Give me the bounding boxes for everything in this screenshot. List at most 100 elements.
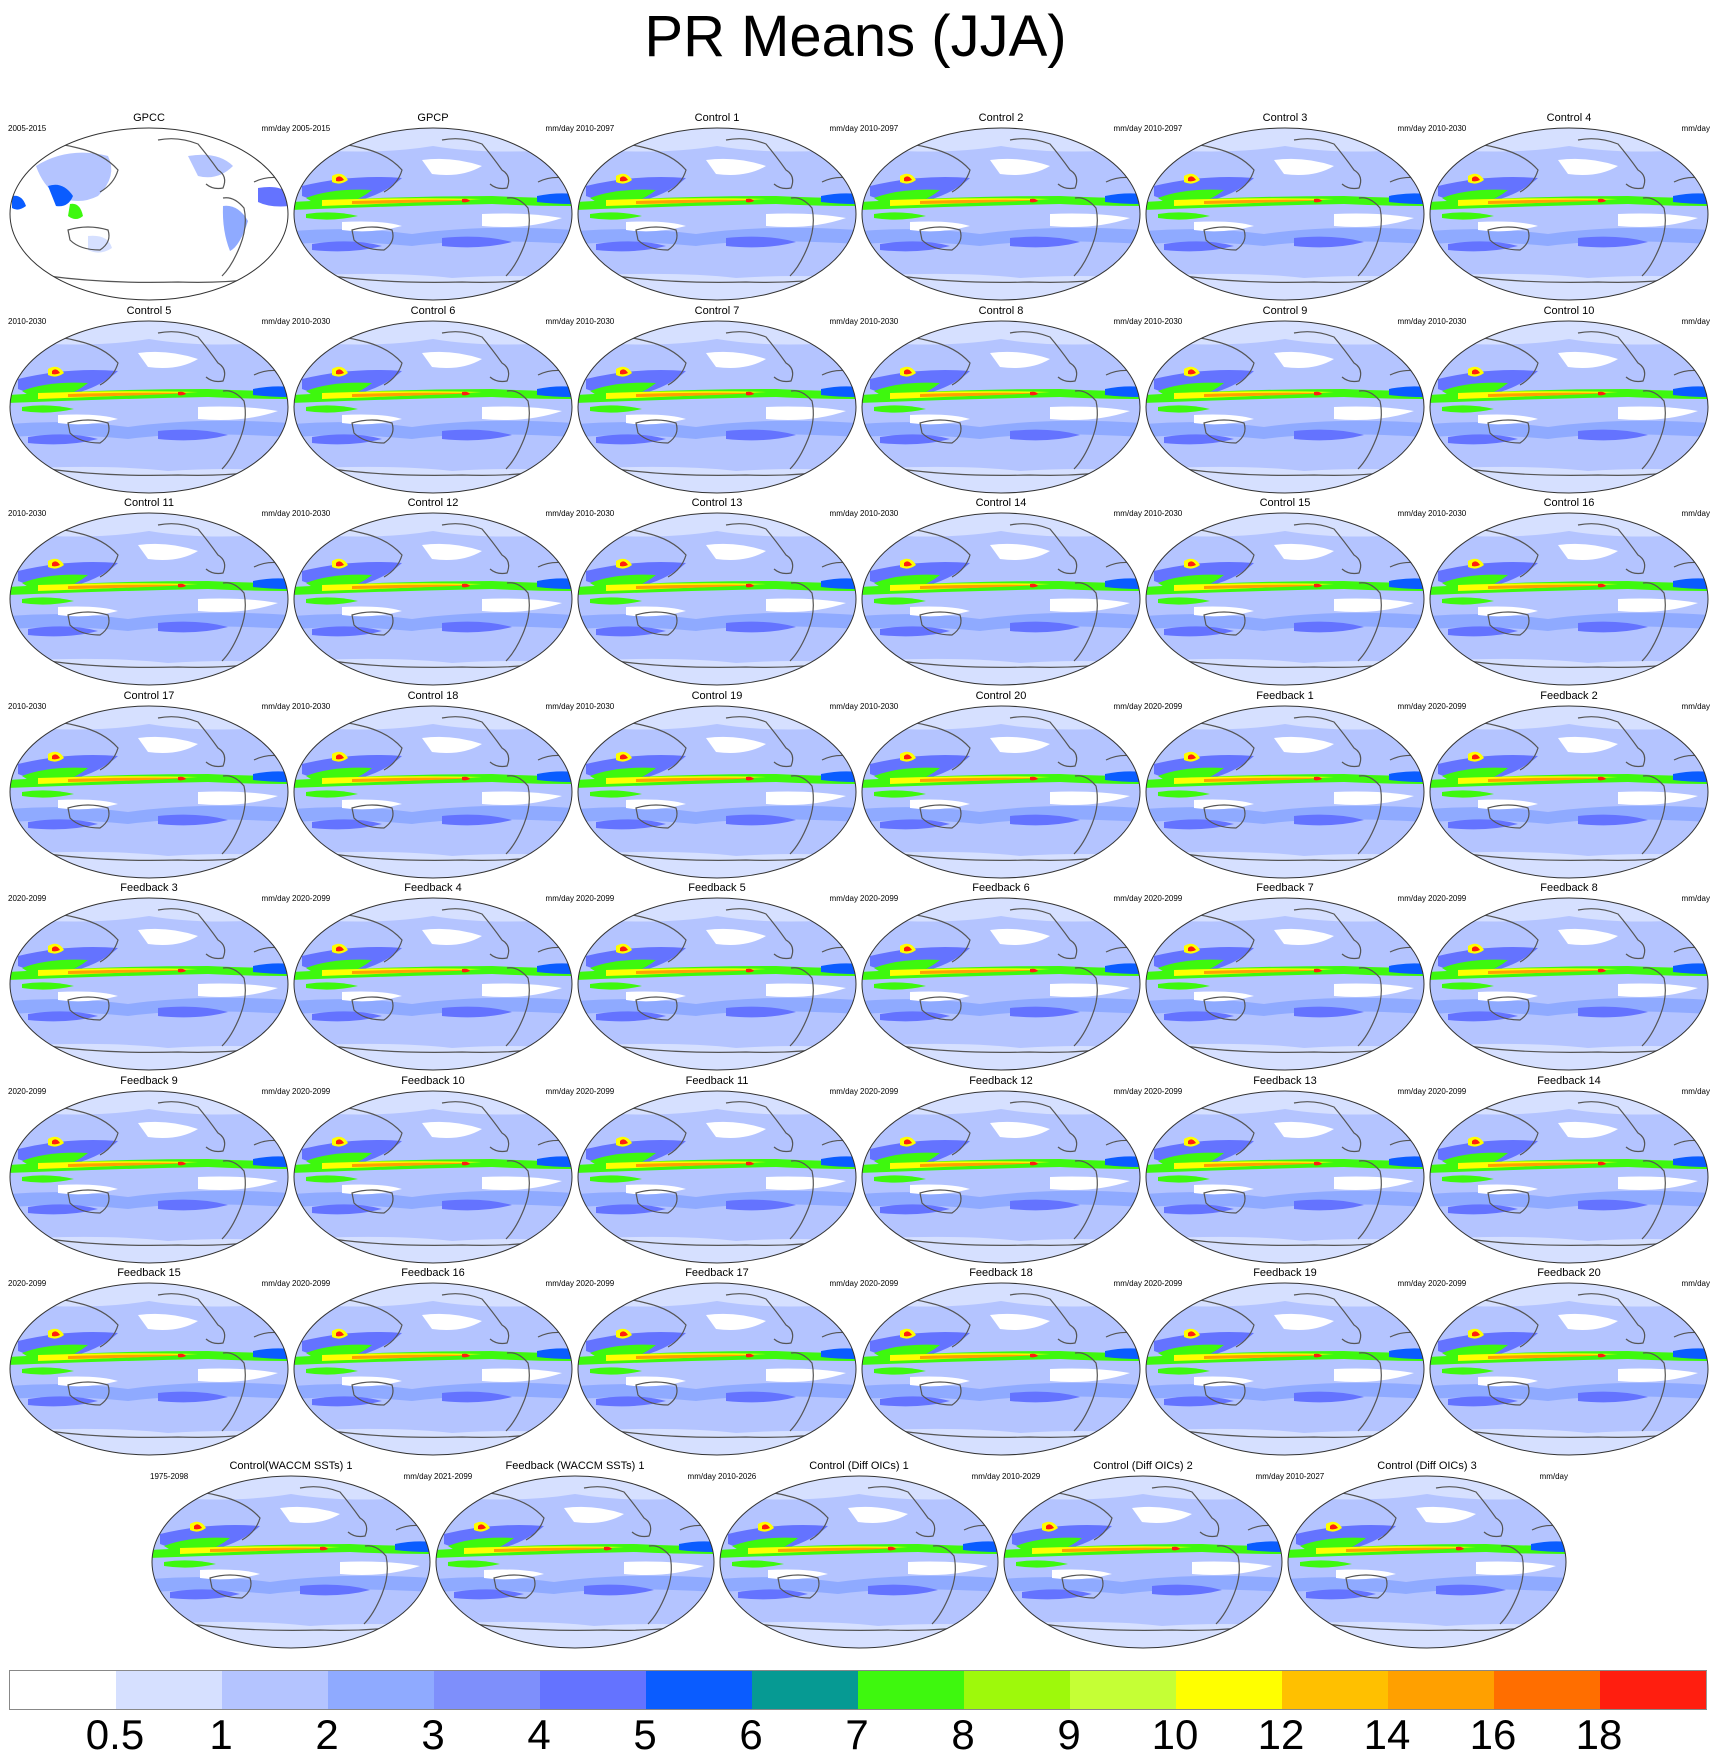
precip-contour <box>253 963 288 974</box>
precip-contour <box>706 1121 766 1138</box>
precip-contour <box>1578 1199 1648 1210</box>
coastline <box>1435 1485 1504 1537</box>
figure-title: PR Means (JJA) <box>644 4 1067 69</box>
precip-contour <box>1488 1354 1608 1359</box>
precip-contour <box>1448 1396 1518 1407</box>
map-canvas <box>860 704 1142 880</box>
map-border <box>293 1282 573 1456</box>
coastline <box>1073 582 1098 662</box>
precip-contour <box>1430 273 1708 300</box>
precip-contour <box>1022 1588 1092 1599</box>
map-panel: Control 16 2010-2030 mm/day <box>1428 497 1710 689</box>
precip-contour <box>636 1354 756 1359</box>
map-panel: Feedback 5 2020-2099 mm/day <box>576 882 858 1074</box>
precip-contour <box>68 1162 188 1167</box>
precip-contour <box>442 621 512 633</box>
map-canvas <box>1144 1089 1426 1265</box>
map-border <box>577 1282 857 1456</box>
map-panel: Control 7 2010-2030 mm/day <box>576 305 858 497</box>
map-canvas <box>292 1281 574 1457</box>
coastline <box>1293 1100 1362 1152</box>
precip-contour <box>1442 404 1494 413</box>
precip-contour <box>1105 1155 1140 1167</box>
precip-contour <box>1442 597 1494 605</box>
precip-contour <box>1558 351 1618 368</box>
precip-map <box>1429 705 1709 878</box>
coastline <box>919 996 962 1021</box>
coastline <box>157 523 226 575</box>
precip-contour <box>1204 584 1324 589</box>
precip-map <box>861 320 1141 493</box>
panel-units: mm/day <box>829 509 858 518</box>
panel-title: Control 18 <box>407 689 459 702</box>
coastline <box>725 715 794 767</box>
precip-contour <box>442 429 512 440</box>
panel-title: Control 5 <box>126 304 172 317</box>
colorbar-tick-label: 4 <box>527 1711 551 1758</box>
precip-contour <box>312 1011 382 1022</box>
map-canvas <box>150 1474 432 1650</box>
precip-contour <box>1158 789 1210 798</box>
precip-contour <box>920 1162 1040 1167</box>
map-panel: Control 19 2010-2030 mm/day <box>576 690 858 882</box>
map-canvas <box>8 319 290 495</box>
precip-map <box>1145 512 1425 686</box>
panel-period: 2010-2030 <box>292 316 331 326</box>
map-border <box>1003 1475 1283 1648</box>
panel-period: 2010-2030 <box>292 509 331 518</box>
precip-contour <box>1558 543 1618 560</box>
precip-contour <box>766 791 846 805</box>
precip-contour <box>1010 1006 1080 1018</box>
precip-contour <box>1476 1561 1556 1575</box>
precip-contour <box>138 543 198 560</box>
coastline <box>725 138 794 190</box>
precip-map <box>861 1282 1141 1456</box>
map-panel: Feedback 4 2020-2099 mm/day <box>292 882 574 1074</box>
coastline <box>1293 715 1362 767</box>
precip-contour <box>1314 583 1322 588</box>
precip-contour <box>990 1313 1050 1330</box>
colorbar-swatch <box>1388 1671 1495 1709</box>
map-border <box>293 705 573 878</box>
precip-contour <box>178 1353 186 1358</box>
precip-contour <box>778 1547 898 1552</box>
precip-contour <box>1448 1203 1518 1214</box>
precip-contour <box>1146 1236 1424 1263</box>
coastline <box>157 715 226 767</box>
precip-map <box>1429 1090 1709 1263</box>
precip-contour <box>1294 429 1364 440</box>
precip-contour <box>1306 1588 1376 1599</box>
precip-map <box>9 127 289 301</box>
precip-contour <box>880 433 950 444</box>
precip-map <box>577 705 857 878</box>
panel-units: mm/day <box>1681 316 1710 326</box>
map-border <box>1429 1090 1709 1263</box>
precip-contour <box>590 1367 642 1375</box>
precip-contour <box>198 791 278 805</box>
precip-contour <box>1274 1121 1334 1138</box>
precip-contour <box>766 983 846 997</box>
precip-contour <box>158 1006 228 1018</box>
precip-map <box>293 512 573 686</box>
precip-contour <box>336 946 344 952</box>
precip-contour <box>10 466 288 493</box>
precip-contour <box>1334 598 1414 612</box>
map-border <box>861 1282 1141 1456</box>
precip-map <box>1287 1475 1567 1648</box>
panel-period: 2010-2030 <box>860 509 899 518</box>
coastline <box>1357 582 1382 662</box>
precip-contour <box>636 1162 756 1167</box>
map-panel-grid: GPCC 2005-2015 mm/day GPCP 2005-2015 mm/day Co… <box>8 112 1710 1648</box>
coastline <box>1641 1159 1666 1239</box>
panel-title: Control 1 <box>694 112 740 124</box>
precip-contour <box>874 982 926 990</box>
precip-map <box>577 897 857 1071</box>
precip-contour <box>312 1203 382 1214</box>
panel-units: mm/day <box>1113 124 1142 133</box>
coastline <box>441 715 510 767</box>
precip-contour <box>52 1138 60 1144</box>
precip-contour <box>253 1348 288 1359</box>
coastline <box>1487 803 1530 829</box>
precip-contour <box>1389 578 1424 589</box>
panel-units: mm/day <box>1681 509 1710 518</box>
